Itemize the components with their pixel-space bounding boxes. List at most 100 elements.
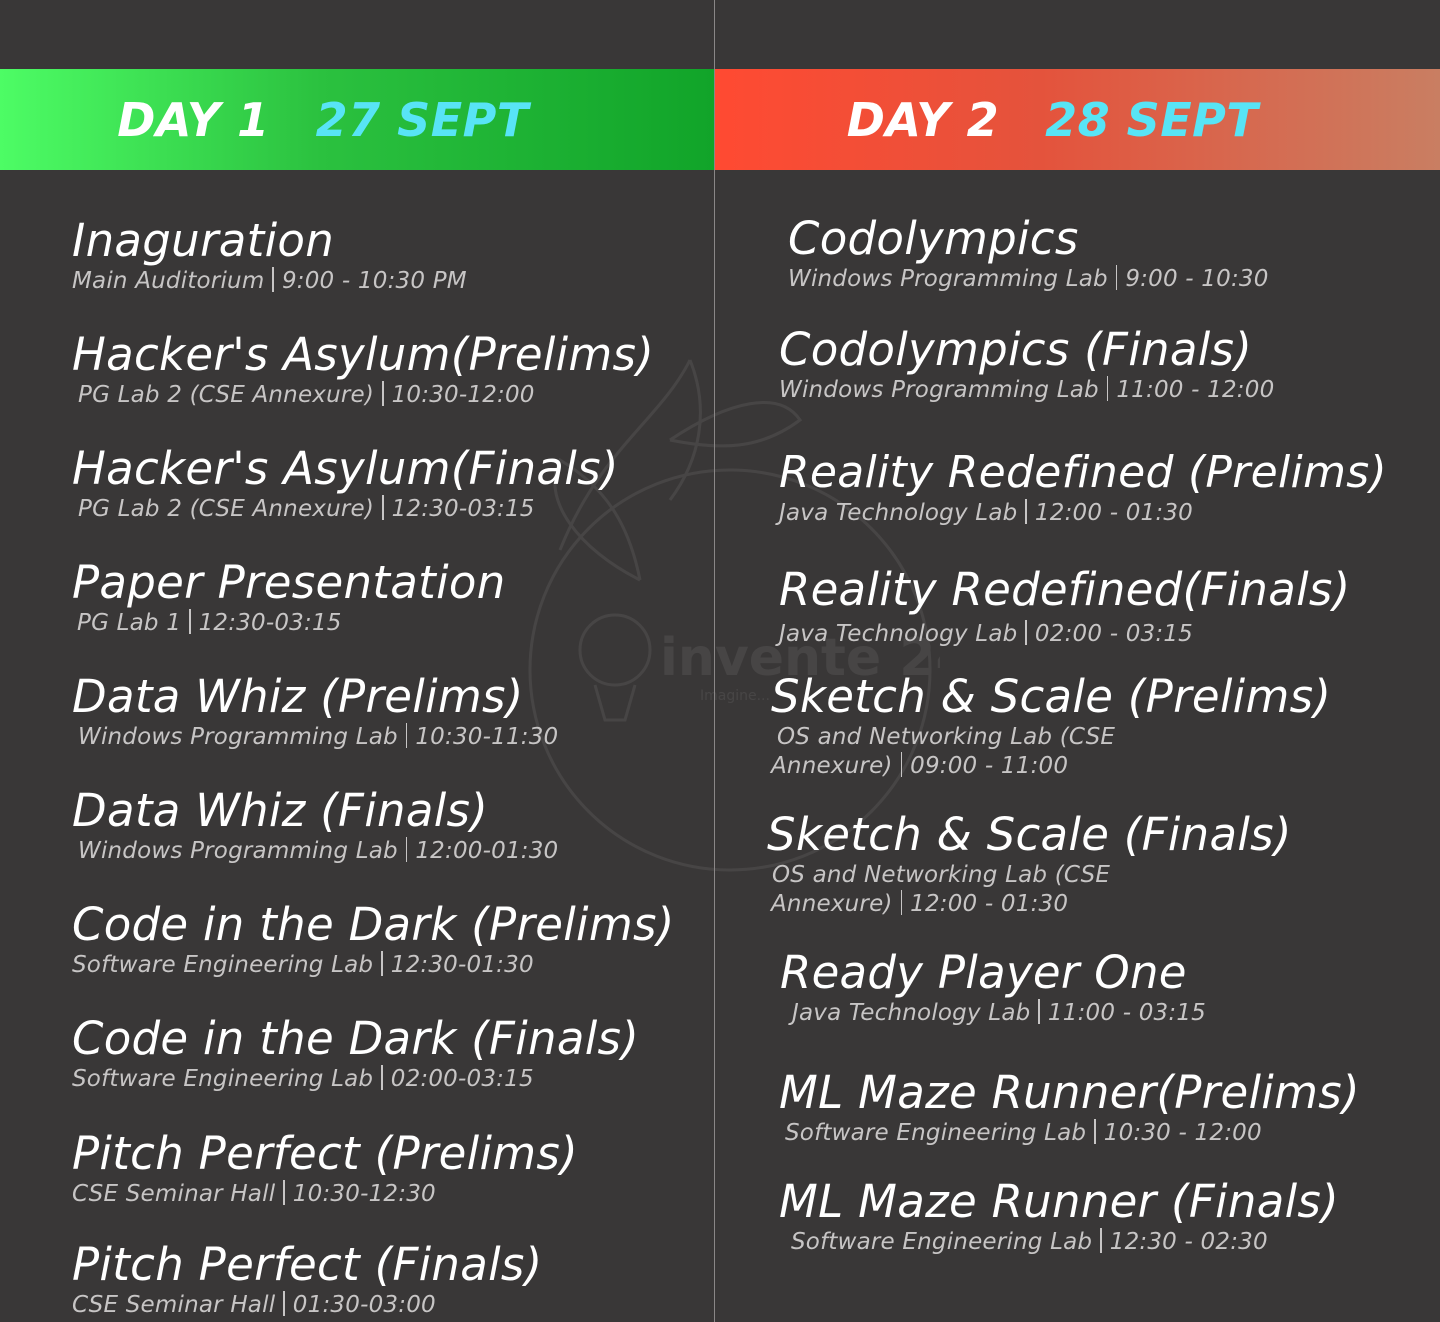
event-time: 11:00 - 12:00 [1116,377,1275,403]
day1-label: DAY 1 [117,92,270,147]
watermark-tagline: Imagine... [700,688,770,704]
event-time: 9:00 - 10:30 PM [281,268,467,294]
event-venue-line2: Annexure) [771,753,893,779]
day2-event-ready-player-one: Ready Player One Java Technology Lab 11:0… [780,947,1206,1028]
separator [1094,1119,1096,1144]
event-title: Code in the Dark (Finals) [72,1012,640,1065]
separator [1025,499,1027,524]
event-venue-line2: Annexure) [771,891,893,917]
event-details: PG Lab 2 (CSE Annexure) 10:30-12:00 [78,381,654,410]
separator [1038,999,1040,1024]
day2-event-codolympics-finals: Codolympics (Finals) Windows Programming… [779,324,1274,405]
event-title: Codolympics (Finals) [779,323,1253,376]
separator [382,381,384,406]
event-title: ML Maze Runner(Prelims) [779,1066,1360,1119]
event-details: PG Lab 1 12:30-03:15 [77,609,506,638]
event-venue: Java Technology Lab [792,1000,1031,1026]
event-venue: Windows Programming Lab [78,724,398,750]
day2-event-ml-maze-runner-finals: ML Maze Runner (Finals) Software Enginee… [779,1176,1339,1257]
event-venue: Windows Programming Lab [779,377,1099,403]
day1-event-data-whiz-prelims: Data Whiz (Prelims) Windows Programming … [72,671,558,752]
event-details: Software Engineering Lab 12:30-01:30 [72,951,675,980]
day1-event-hackers-asylum-prelims: Hacker's Asylum(Prelims) PG Lab 2 (CSE A… [72,329,654,410]
day1-event-pitch-perfect-prelims: Pitch Perfect (Prelims) CSE Seminar Hall… [72,1128,578,1209]
separator [283,1180,285,1205]
event-time: 09:00 - 11:00 [910,753,1069,779]
event-time: 10:30-12:30 [292,1181,436,1207]
event-title: Ready Player One [780,946,1187,999]
day2-event-reality-redefined-prelims: Reality Redefined (Prelims) Java Technol… [779,447,1387,528]
day1-header: DAY 1 27 SEPT [0,69,714,170]
event-venue: Windows Programming Lab [78,838,398,864]
event-venue: Software Engineering Lab [72,952,374,978]
day2-header: DAY 2 28 SEPT [715,69,1440,170]
event-details: Java Technology Lab 12:00 - 01:30 [779,499,1387,528]
event-time: 10:30-12:00 [391,382,535,408]
day1-event-pitch-perfect-finals: Pitch Perfect (Finals) CSE Seminar Hall 0… [72,1239,543,1320]
day2-date: 28 SEPT [1045,92,1259,147]
event-details: Software Engineering Lab 02:00-03:15 [72,1065,639,1094]
day1-event-data-whiz-finals: Data Whiz (Finals) Windows Programming L… [72,785,558,866]
event-venue: Software Engineering Lab [785,1120,1087,1146]
event-title: Data Whiz (Prelims) [72,670,524,723]
event-venue: CSE Seminar Hall [72,1181,276,1207]
day1-event-paper-presentation: Paper Presentation PG Lab 1 12:30-03:15 [72,557,506,638]
event-title: Data Whiz (Finals) [72,784,489,837]
event-title: Reality Redefined(Finals) [779,563,1351,616]
separator [900,890,903,915]
event-details: Main Auditorium 9:00 - 10:30 PM [72,267,467,296]
day2-event-codolympics: Codolympics Windows Programming Lab 9:00 … [788,213,1269,294]
event-venue-line1: OS and Networking Lab (CSE [772,862,1111,888]
day2-event-reality-redefined-finals: Reality Redefined(Finals) Java Technolog… [779,564,1350,649]
event-time: 01:30-03:00 [292,1292,436,1318]
separator [900,752,903,777]
event-details: CSE Seminar Hall 10:30-12:30 [72,1180,578,1209]
event-title: Reality Redefined (Prelims) [779,447,1387,498]
event-venue: CSE Seminar Hall [72,1292,276,1318]
event-details: Java Technology Lab 11:00 - 03:15 [792,999,1206,1028]
event-venue: Java Technology Lab [779,621,1018,647]
day1-event-code-in-the-dark-prelims: Code in the Dark (Prelims) Software Engi… [72,899,675,980]
event-time: 12:00 - 01:30 [910,891,1069,917]
event-venue: Java Technology Lab [779,500,1018,526]
event-title: Hacker's Asylum(Prelims) [72,328,655,381]
event-title: Pitch Perfect (Prelims) [72,1127,579,1180]
day2-event-ml-maze-runner-prelims: ML Maze Runner(Prelims) Software Enginee… [779,1067,1360,1148]
event-title: Inaguration [72,214,335,267]
day2-event-sketch-scale-prelims: Sketch & Scale (Prelims) OS and Networki… [771,671,1331,781]
event-details: Windows Programming Lab 12:00-01:30 [78,837,558,866]
event-title: Codolympics [788,212,1079,265]
event-details: PG Lab 2 (CSE Annexure) 12:30-03:15 [78,495,619,524]
invente-watermark-logo: invente 24 Imagine... [528,359,940,872]
separator [1100,1228,1102,1253]
day2-label: DAY 2 [846,92,1000,147]
event-details: Java Technology Lab 02:00 - 03:15 [779,620,1350,649]
event-details: Software Engineering Lab 10:30 - 12:00 [785,1119,1360,1148]
day1-date: 27 SEPT [315,92,529,147]
event-venue: Software Engineering Lab [72,1066,374,1092]
event-time: 10:30 - 12:00 [1103,1120,1262,1146]
day1-event-hackers-asylum-finals: Hacker's Asylum(Finals) PG Lab 2 (CSE An… [72,443,619,524]
event-venue: PG Lab 2 (CSE Annexure) [78,496,375,522]
separator [1025,620,1027,645]
event-venue: Windows Programming Lab [788,266,1108,292]
event-time: 12:30-03:15 [198,610,342,636]
separator [1106,376,1109,401]
event-time: 02:00-03:15 [390,1066,534,1092]
event-details: Windows Programming Lab 11:00 - 12:00 [779,376,1274,405]
separator [272,267,274,292]
event-time: 12:00-01:30 [415,838,559,864]
separator [405,723,408,748]
separator [382,495,384,520]
event-time: 10:30-11:30 [415,724,559,750]
separator [405,837,408,862]
event-venue: PG Lab 2 (CSE Annexure) [78,382,375,408]
event-time: 02:00 - 03:15 [1034,621,1194,647]
event-details: CSE Seminar Hall 01:30-03:00 [72,1291,543,1320]
event-venue: Software Engineering Lab [791,1229,1093,1255]
separator [381,1065,383,1090]
event-details: Software Engineering Lab 12:30 - 02:30 [791,1228,1339,1257]
event-title: Sketch & Scale (Prelims) [771,670,1332,723]
event-details: Windows Programming Lab 10:30-11:30 [78,723,558,752]
